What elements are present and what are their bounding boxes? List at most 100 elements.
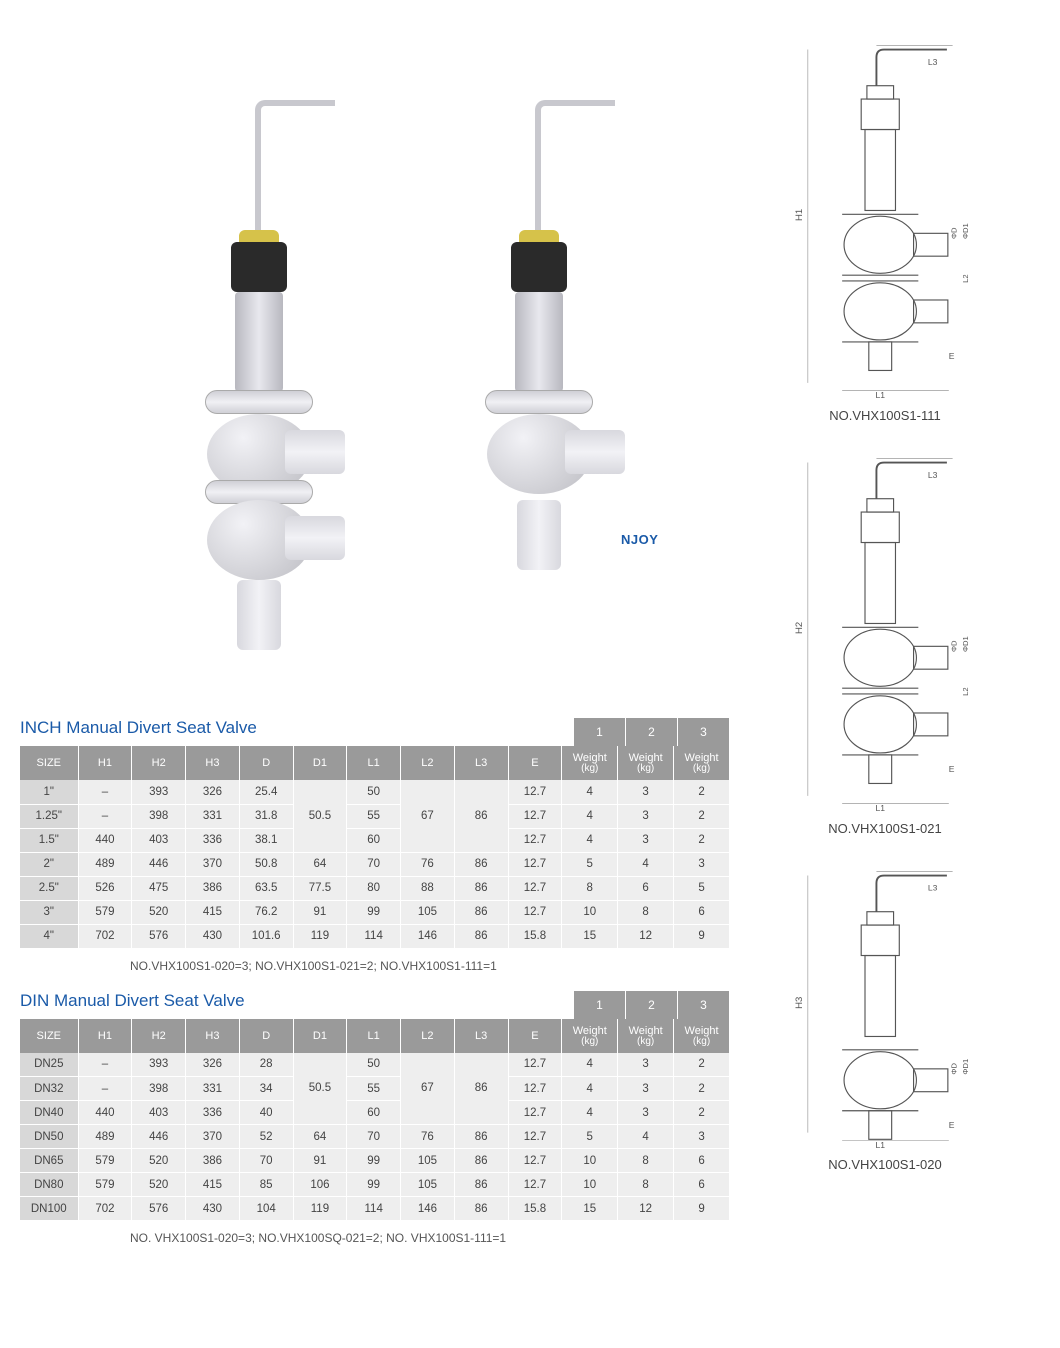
- cell: 105: [401, 1149, 455, 1173]
- cell: 5: [562, 852, 618, 876]
- col-header: Weight(kg): [562, 746, 618, 780]
- technical-diagram-1: L3 H1 ΦD ΦD1 L2 E L1: [775, 40, 995, 423]
- cell: 12.7: [508, 804, 562, 828]
- cell: 12.7: [508, 1173, 562, 1197]
- cell: 12: [618, 1197, 674, 1221]
- cell: 114: [347, 924, 401, 948]
- cell: 55: [347, 804, 401, 828]
- col-header: D1: [293, 1019, 347, 1053]
- cell-size: DN40: [20, 1101, 78, 1125]
- cell: 10: [562, 900, 618, 924]
- cell: 101.6: [239, 924, 293, 948]
- cell: 12.7: [508, 852, 562, 876]
- cell: 326: [186, 1053, 240, 1077]
- cell: 12.7: [508, 1101, 562, 1125]
- svg-text:ΦD1: ΦD1: [961, 223, 970, 239]
- col-header: L3: [454, 1019, 508, 1053]
- cell: 702: [78, 1197, 132, 1221]
- cell: 475: [132, 876, 186, 900]
- cell: 52: [239, 1125, 293, 1149]
- svg-text:L3: L3: [928, 883, 938, 893]
- cell: 12.7: [508, 1149, 562, 1173]
- cell-size: 1": [20, 780, 78, 804]
- cell: 440: [78, 828, 132, 852]
- cell-size: DN32: [20, 1077, 78, 1101]
- cell: 15.8: [508, 1197, 562, 1221]
- cell: 99: [347, 1173, 401, 1197]
- cell: 9: [674, 924, 730, 948]
- cell: 12.7: [508, 1053, 562, 1077]
- cell: 6: [674, 1149, 730, 1173]
- spec-table: SIZEH1H2H3DD1L1L2L3EWeight(kg)Weight(kg)…: [20, 1019, 730, 1222]
- cell: 3: [618, 1101, 674, 1125]
- cell: 3: [674, 1125, 730, 1149]
- cell: 76.2: [239, 900, 293, 924]
- cell-size: 1.5": [20, 828, 78, 852]
- product-photo-area: NJOY: [20, 20, 730, 700]
- svg-text:E: E: [949, 1120, 955, 1130]
- col-header: L2: [401, 746, 455, 780]
- variant-label: 1: [574, 718, 626, 746]
- cell: 119: [293, 1197, 347, 1221]
- cell: 2: [674, 828, 730, 852]
- cell: 4: [562, 1077, 618, 1101]
- table-title: INCH Manual Divert Seat Valve: [20, 718, 574, 746]
- cell: 336: [186, 828, 240, 852]
- spec-table-din: DIN Manual Divert Seat Valve 123 SIZEH1H…: [20, 991, 730, 1246]
- svg-text:L3: L3: [928, 470, 938, 480]
- cell: 576: [132, 924, 186, 948]
- cell: 370: [186, 852, 240, 876]
- cell: 520: [132, 1149, 186, 1173]
- cell: 86: [454, 1173, 508, 1197]
- col-header: D: [239, 1019, 293, 1053]
- cell: 415: [186, 900, 240, 924]
- col-header: H2: [132, 1019, 186, 1053]
- cell: 40: [239, 1101, 293, 1125]
- cell: 60: [347, 1101, 401, 1125]
- cell: 99: [347, 900, 401, 924]
- svg-text:L2: L2: [961, 274, 970, 282]
- diagram-svg: L3 H2 ΦD ΦD1 L2 E L1: [785, 453, 985, 815]
- technical-diagram-3: L3 H3 ΦD ΦD1 E L1 NO.VHX100S1-020: [775, 866, 995, 1173]
- col-header: SIZE: [20, 746, 78, 780]
- cell: 105: [401, 900, 455, 924]
- cell: 370: [186, 1125, 240, 1149]
- cell: 4: [562, 780, 618, 804]
- cell: 76: [401, 852, 455, 876]
- cell: 398: [132, 804, 186, 828]
- diagram-caption: NO.VHX100S1-021: [828, 821, 941, 836]
- variant-label: 2: [626, 991, 678, 1019]
- col-header: Weight(kg): [618, 746, 674, 780]
- cell: 64: [293, 852, 347, 876]
- cell: 446: [132, 852, 186, 876]
- cell: 15: [562, 924, 618, 948]
- cell: 8: [618, 1173, 674, 1197]
- col-header: Weight(kg): [562, 1019, 618, 1053]
- cell: 86: [454, 876, 508, 900]
- cell: 576: [132, 1197, 186, 1221]
- svg-text:H1: H1: [794, 209, 805, 221]
- table-caption: NO.VHX100S1-020=3; NO.VHX100S1-021=2; NO…: [130, 959, 730, 973]
- cell-size: 4": [20, 924, 78, 948]
- cell: 50: [347, 1053, 401, 1077]
- cell: 12: [618, 924, 674, 948]
- cell: 440: [78, 1101, 132, 1125]
- cell: 12.7: [508, 780, 562, 804]
- cell: 3: [618, 828, 674, 852]
- table-title: DIN Manual Divert Seat Valve: [20, 991, 574, 1019]
- spec-table: SIZEH1H2H3DD1L1L2L3EWeight(kg)Weight(kg)…: [20, 746, 730, 949]
- cell: 403: [132, 828, 186, 852]
- cell: 326: [186, 780, 240, 804]
- variant-label: 3: [678, 991, 730, 1019]
- cell: 4: [618, 852, 674, 876]
- cell: 63.5: [239, 876, 293, 900]
- cell: 86: [454, 852, 508, 876]
- cell: 6: [674, 900, 730, 924]
- cell: 393: [132, 1053, 186, 1077]
- cell: 77.5: [293, 876, 347, 900]
- cell-size: 2": [20, 852, 78, 876]
- cell: 86: [454, 780, 508, 852]
- cell: 4: [562, 828, 618, 852]
- cell: 50.5: [293, 780, 347, 852]
- col-header: H2: [132, 746, 186, 780]
